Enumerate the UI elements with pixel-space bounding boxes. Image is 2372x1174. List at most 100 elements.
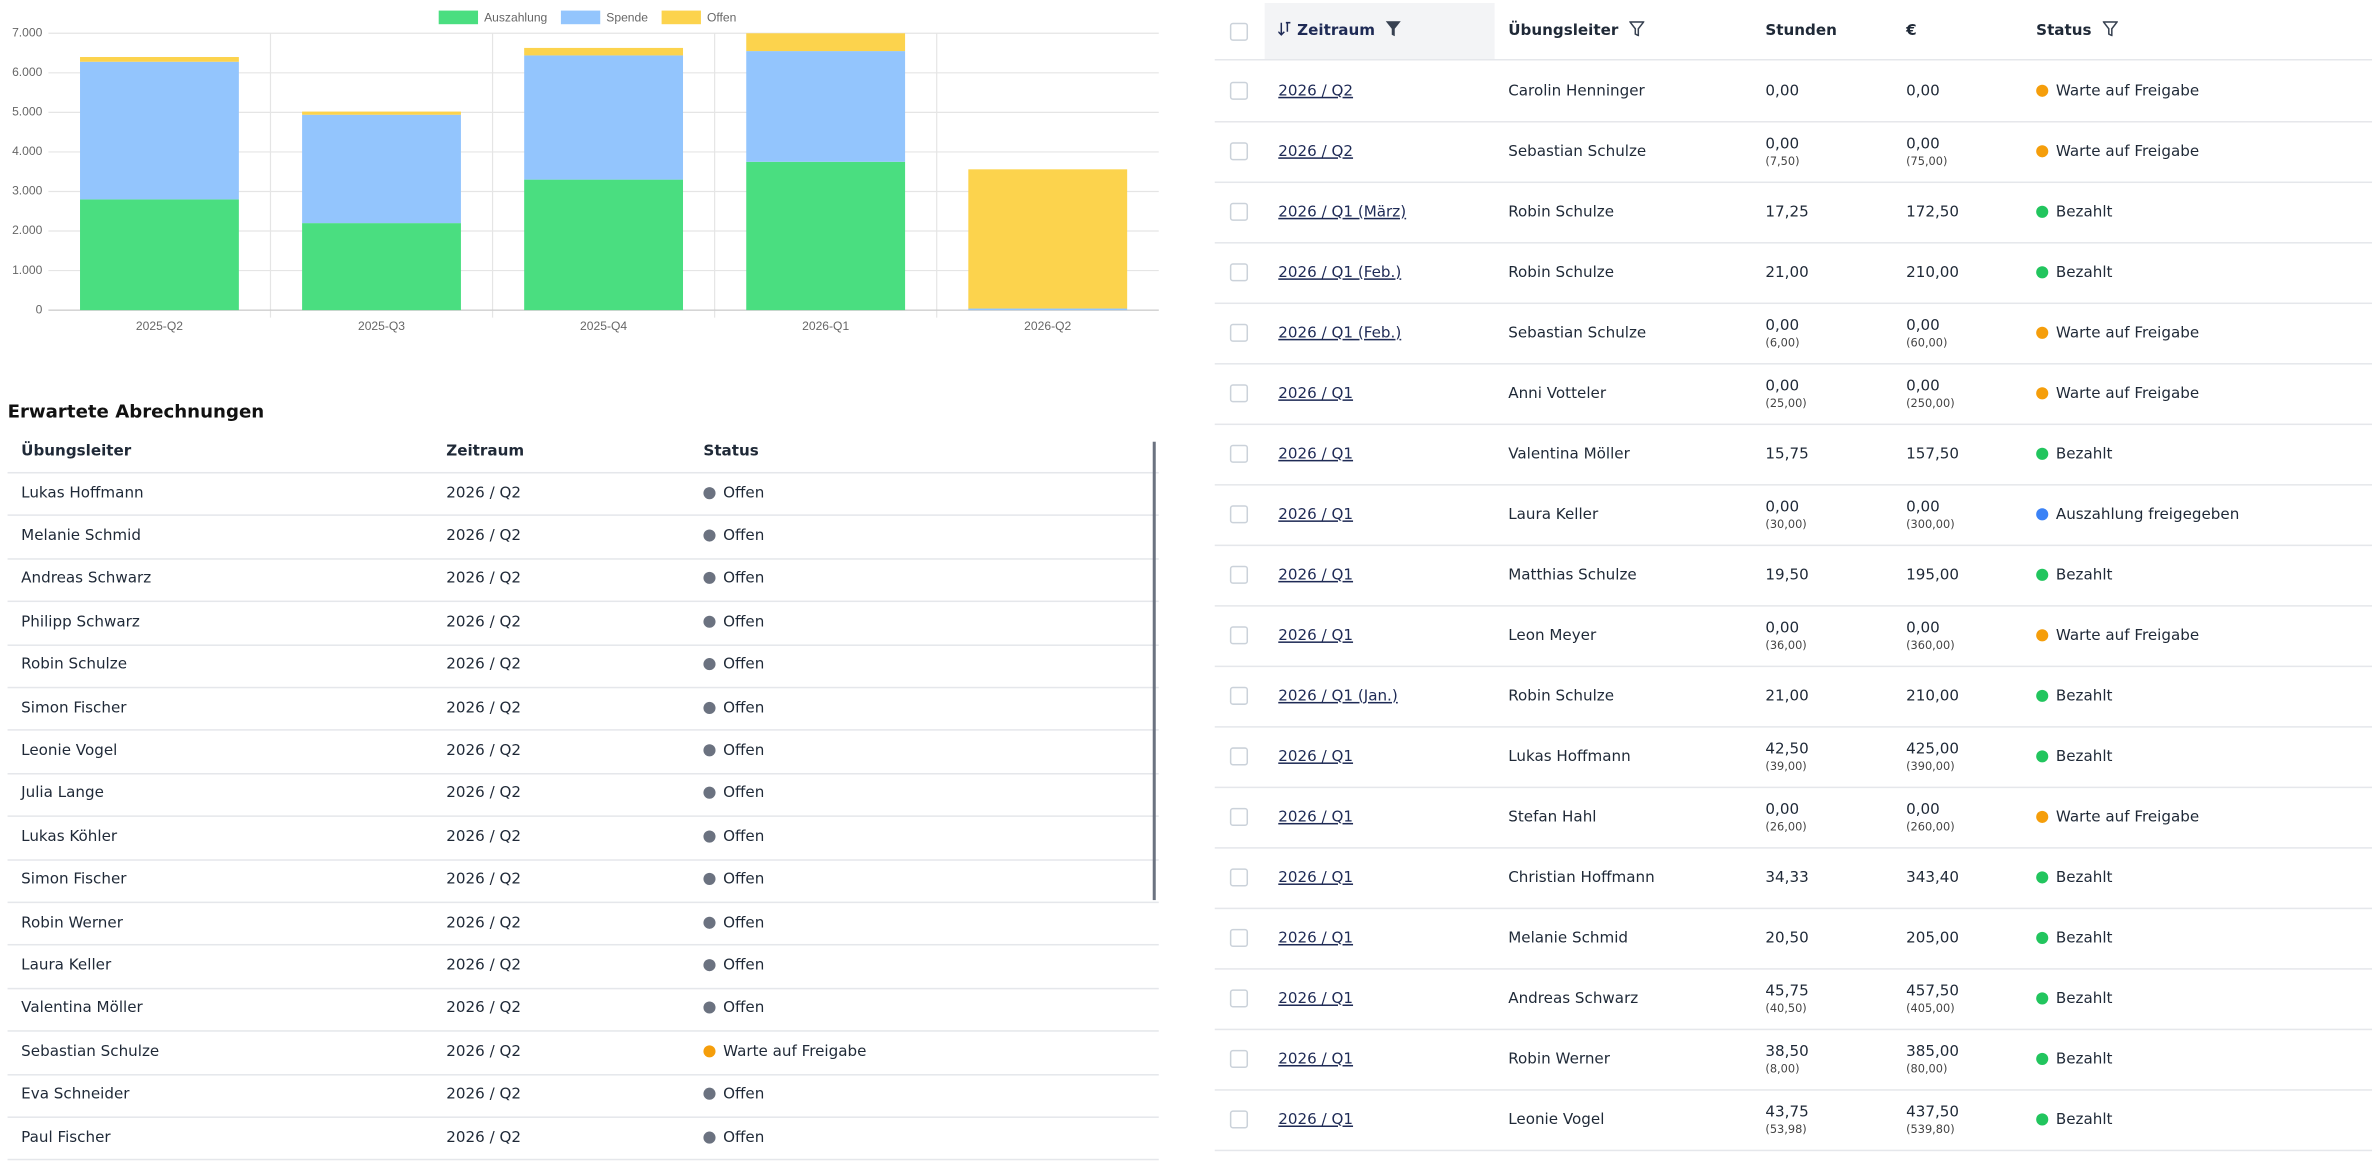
row-divider [1214, 604, 2372, 606]
cell-status: Offen [703, 988, 764, 1031]
period-link[interactable]: 2026 / Q1 (Jan.) [1278, 687, 1398, 705]
cell-hours: 38,50 (8,00) [1765, 1029, 1808, 1090]
row-checkbox[interactable] [1229, 807, 1249, 826]
period-link[interactable]: 2026 / Q1 [1278, 748, 1354, 765]
row-checkbox[interactable] [1229, 989, 1249, 1008]
bar-segment [746, 51, 906, 162]
period-link[interactable]: 2026 / Q2 [1278, 82, 1354, 100]
status-dot [2036, 1052, 2049, 1065]
cell-status: Warte auf Freigabe [2036, 61, 2199, 122]
row-divider [7, 643, 1159, 646]
row-checkbox[interactable] [1229, 1049, 1249, 1069]
cell-name: Laura Keller [1508, 506, 1599, 523]
period-link[interactable]: 2026 / Q2 [1278, 142, 1354, 160]
period-link[interactable]: 2026 / Q1 (Feb.) [1278, 324, 1402, 342]
cell-period: 2026 / Q2 [446, 914, 522, 932]
column-header[interactable]: Status [2036, 0, 2119, 61]
amount-sub: (75,00) [1906, 153, 1948, 168]
period-link[interactable]: 2026 / Q1 [1278, 929, 1354, 947]
period-link[interactable]: 2026 / Q1 [1278, 1111, 1354, 1128]
select-all-checkbox[interactable] [1229, 22, 1249, 41]
row-checkbox[interactable] [1229, 565, 1249, 584]
filter-icon[interactable] [1628, 21, 1646, 37]
filter-icon[interactable] [2102, 21, 2119, 37]
row-checkbox[interactable] [1229, 323, 1249, 342]
status-text: Offen [723, 528, 765, 545]
cell-hours: 0,00 [1765, 61, 1799, 122]
amount-value: 0,00 [1906, 619, 1940, 637]
status-dot [2036, 507, 2049, 520]
row-checkbox[interactable] [1229, 928, 1249, 947]
cell-period: 2026 / Q1 [1278, 908, 1353, 969]
column-header[interactable]: Stunden [1765, 21, 1837, 39]
cell-name: Simon Fischer [21, 699, 127, 717]
cell-amount: 0,00 (60,00) [1906, 303, 1947, 364]
status: Bezahlt [2036, 1051, 2112, 1067]
row-checkbox[interactable] [1229, 202, 1249, 221]
cell-status: Offen [703, 1116, 764, 1159]
row-checkbox[interactable] [1229, 686, 1249, 705]
status: Bezahlt [2036, 990, 2112, 1007]
row-checkbox[interactable] [1229, 747, 1249, 766]
cell-status: Offen [703, 1073, 764, 1116]
cell-name: Sebastian Schulze [21, 1043, 160, 1061]
row-divider [1214, 1148, 2372, 1151]
row-divider [1214, 422, 2372, 425]
period-link[interactable]: 2026 / Q1 [1278, 808, 1354, 826]
row-divider [7, 729, 1159, 732]
cell-status: Offen [703, 902, 764, 945]
x-tick-label: 2026-Q2 [1024, 319, 1071, 333]
period-link[interactable]: 2026 / Q1 [1278, 445, 1354, 463]
row-checkbox[interactable] [1229, 142, 1249, 161]
period-link[interactable]: 2026 / Q1 (März) [1278, 203, 1407, 221]
status-dot [703, 916, 716, 929]
y-tick-label: 0 [36, 302, 43, 316]
row-divider [1214, 846, 2372, 848]
cell-period: 2026 / Q2 [446, 828, 522, 846]
bar-segment [80, 61, 239, 200]
column-header[interactable]: € [1906, 21, 1917, 39]
row-checkbox[interactable] [1229, 1110, 1249, 1129]
scrollbar[interactable] [1152, 441, 1155, 901]
row-checkbox[interactable] [1229, 384, 1249, 403]
period-link[interactable]: 2026 / Q1 [1278, 384, 1354, 402]
status-dot [2036, 1112, 2049, 1125]
status: Offen [703, 614, 764, 631]
bar-segment [524, 55, 684, 180]
period-link[interactable]: 2026 / Q1 [1278, 869, 1354, 886]
status-text: Warte auf Freigabe [2055, 324, 2200, 342]
row-divider [7, 772, 1159, 775]
row-checkbox[interactable] [1229, 444, 1249, 463]
row-checkbox[interactable] [1229, 505, 1249, 524]
amount-value: 437,50 [1906, 1103, 1960, 1121]
cell-amount: 210,00 [1906, 242, 1959, 303]
column-header[interactable]: Zeitraum [1277, 0, 1402, 61]
cell-name: Andreas Schwarz [1508, 990, 1639, 1007]
period-link[interactable]: 2026 / Q1 [1278, 990, 1354, 1007]
cell-period: 2026 / Q1 (Feb.) [1278, 242, 1401, 303]
status: Auszahlung freigegeben [2036, 506, 2239, 523]
status-text: Bezahlt [2055, 990, 2113, 1007]
row-checkbox[interactable] [1229, 868, 1249, 887]
period-link[interactable]: 2026 / Q1 [1278, 627, 1354, 644]
row-checkbox[interactable] [1229, 263, 1249, 282]
row-divider [7, 815, 1159, 818]
filter-icon[interactable] [1386, 21, 1402, 37]
period-link[interactable]: 2026 / Q1 [1278, 1050, 1354, 1068]
period-link[interactable]: 2026 / Q1 [1278, 566, 1354, 584]
hours-sub: (6,00) [1765, 335, 1800, 349]
cell-status: Offen [703, 601, 764, 644]
row-divider [1214, 180, 2372, 183]
row-checkbox[interactable] [1229, 81, 1249, 100]
status: Offen [703, 657, 764, 674]
column-header[interactable]: Übungsleiter [1508, 0, 1646, 61]
row-divider [1214, 241, 2372, 243]
period-link[interactable]: 2026 / Q1 (Feb.) [1278, 263, 1402, 281]
status-dot [2036, 749, 2049, 762]
cell-name: Robin Schulze [1508, 263, 1615, 281]
period-link[interactable]: 2026 / Q1 [1278, 506, 1354, 523]
row-checkbox[interactable] [1229, 626, 1249, 645]
cell-status: Offen [703, 558, 764, 601]
cell-name: Sebastian Schulze [1508, 324, 1647, 342]
cell-period: 2026 / Q2 [446, 485, 522, 502]
